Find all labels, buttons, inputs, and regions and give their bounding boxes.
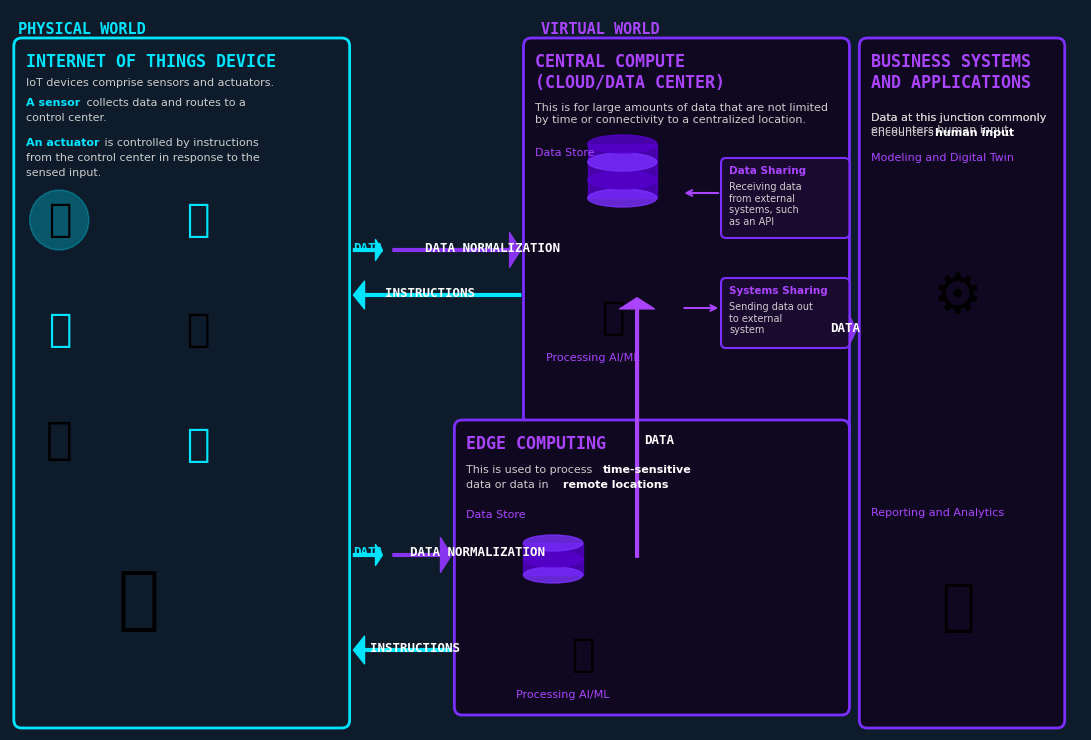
Text: .: . — [664, 480, 669, 490]
Bar — [588, 162, 657, 180]
Text: Systems Sharing: Systems Sharing — [729, 286, 828, 296]
Text: Data at this junction commonly: Data at this junction commonly — [872, 113, 1046, 123]
Ellipse shape — [588, 171, 657, 189]
Text: 🔘: 🔘 — [48, 311, 71, 349]
Text: 🎒: 🎒 — [185, 311, 209, 349]
Ellipse shape — [588, 189, 657, 207]
FancyBboxPatch shape — [14, 38, 349, 728]
Text: collects data and routes to a: collects data and routes to a — [83, 98, 245, 108]
Text: data or data in: data or data in — [466, 480, 552, 490]
Text: human input: human input — [935, 128, 1015, 138]
Bar — [588, 180, 657, 198]
Ellipse shape — [588, 153, 657, 171]
Text: DATA: DATA — [353, 547, 384, 559]
Text: EDGE COMPUTING: EDGE COMPUTING — [466, 435, 607, 453]
Text: Processing AI/ML: Processing AI/ML — [546, 353, 639, 363]
Text: DATA: DATA — [829, 321, 860, 334]
Text: INSTRUCTIONS: INSTRUCTIONS — [385, 286, 476, 300]
Bar — [524, 559, 583, 575]
FancyBboxPatch shape — [454, 420, 850, 715]
Text: This is used to process: This is used to process — [466, 465, 596, 475]
FancyBboxPatch shape — [721, 278, 850, 348]
Ellipse shape — [524, 551, 583, 567]
Text: INSTRUCTIONS: INSTRUCTIONS — [370, 642, 460, 654]
Text: 📷: 📷 — [48, 201, 71, 239]
Text: Receiving data
from external
systems, such
as an API: Receiving data from external systems, su… — [729, 182, 802, 226]
FancyBboxPatch shape — [860, 38, 1065, 728]
Text: sensed input.: sensed input. — [26, 168, 101, 178]
Text: Sending data out
to external
system: Sending data out to external system — [729, 302, 813, 335]
Text: PHYSICAL WORLD: PHYSICAL WORLD — [17, 22, 145, 37]
Text: An actuator: An actuator — [26, 138, 99, 148]
Ellipse shape — [524, 567, 583, 583]
Text: DATA NORMALIZATION: DATA NORMALIZATION — [424, 241, 560, 255]
Text: 🧠: 🧠 — [571, 636, 595, 674]
Text: Modeling and Digital Twin: Modeling and Digital Twin — [872, 153, 1015, 163]
Text: .: . — [1007, 128, 1010, 138]
Text: IoT devices comprise sensors and actuators.: IoT devices comprise sensors and actuato… — [26, 78, 274, 88]
Text: ⌚: ⌚ — [185, 201, 209, 239]
Text: ⚙️: ⚙️ — [933, 271, 983, 325]
Text: DATA: DATA — [644, 434, 674, 446]
Text: VIRTUAL WORLD: VIRTUAL WORLD — [541, 22, 660, 37]
Text: Data Store: Data Store — [466, 510, 526, 520]
Text: Data Sharing: Data Sharing — [729, 166, 806, 176]
Text: DATA NORMALIZATION: DATA NORMALIZATION — [410, 547, 544, 559]
Ellipse shape — [524, 535, 583, 551]
Text: BUSINESS SYSTEMS
AND APPLICATIONS: BUSINESS SYSTEMS AND APPLICATIONS — [872, 53, 1031, 92]
Ellipse shape — [588, 135, 657, 153]
Text: Processing AI/ML: Processing AI/ML — [516, 690, 610, 700]
Text: control center.: control center. — [26, 113, 107, 123]
Text: Reporting and Analytics: Reporting and Analytics — [872, 508, 1005, 518]
Text: This is for large amounts of data that are not limited
by time or connectivity t: This is for large amounts of data that a… — [536, 103, 828, 124]
Text: 🧠: 🧠 — [601, 299, 624, 337]
Text: time-sensitive: time-sensitive — [602, 465, 692, 475]
FancyBboxPatch shape — [721, 158, 850, 238]
FancyBboxPatch shape — [524, 38, 850, 438]
Text: 🔊: 🔊 — [185, 426, 209, 464]
Text: is controlled by instructions: is controlled by instructions — [100, 138, 259, 148]
Text: encounters: encounters — [872, 128, 937, 138]
Bar — [524, 543, 583, 559]
Text: CENTRAL COMPUTE
(CLOUD/DATA CENTER): CENTRAL COMPUTE (CLOUD/DATA CENTER) — [536, 53, 726, 92]
Text: Data Store: Data Store — [536, 148, 595, 158]
Text: A sensor: A sensor — [26, 98, 80, 108]
Text: 📊: 📊 — [942, 581, 974, 635]
Circle shape — [29, 190, 88, 250]
Text: DATA: DATA — [353, 241, 384, 255]
Text: 💡: 💡 — [46, 419, 73, 462]
Text: Data at this junction commonly
encounters human input.: Data at this junction commonly encounter… — [872, 113, 1046, 135]
Text: INTERNET OF THINGS DEVICE: INTERNET OF THINGS DEVICE — [26, 53, 276, 71]
Bar — [588, 144, 657, 162]
Text: 🚗: 🚗 — [118, 567, 159, 633]
Text: remote locations: remote locations — [563, 480, 669, 490]
Text: from the control center in response to the: from the control center in response to t… — [26, 153, 260, 163]
